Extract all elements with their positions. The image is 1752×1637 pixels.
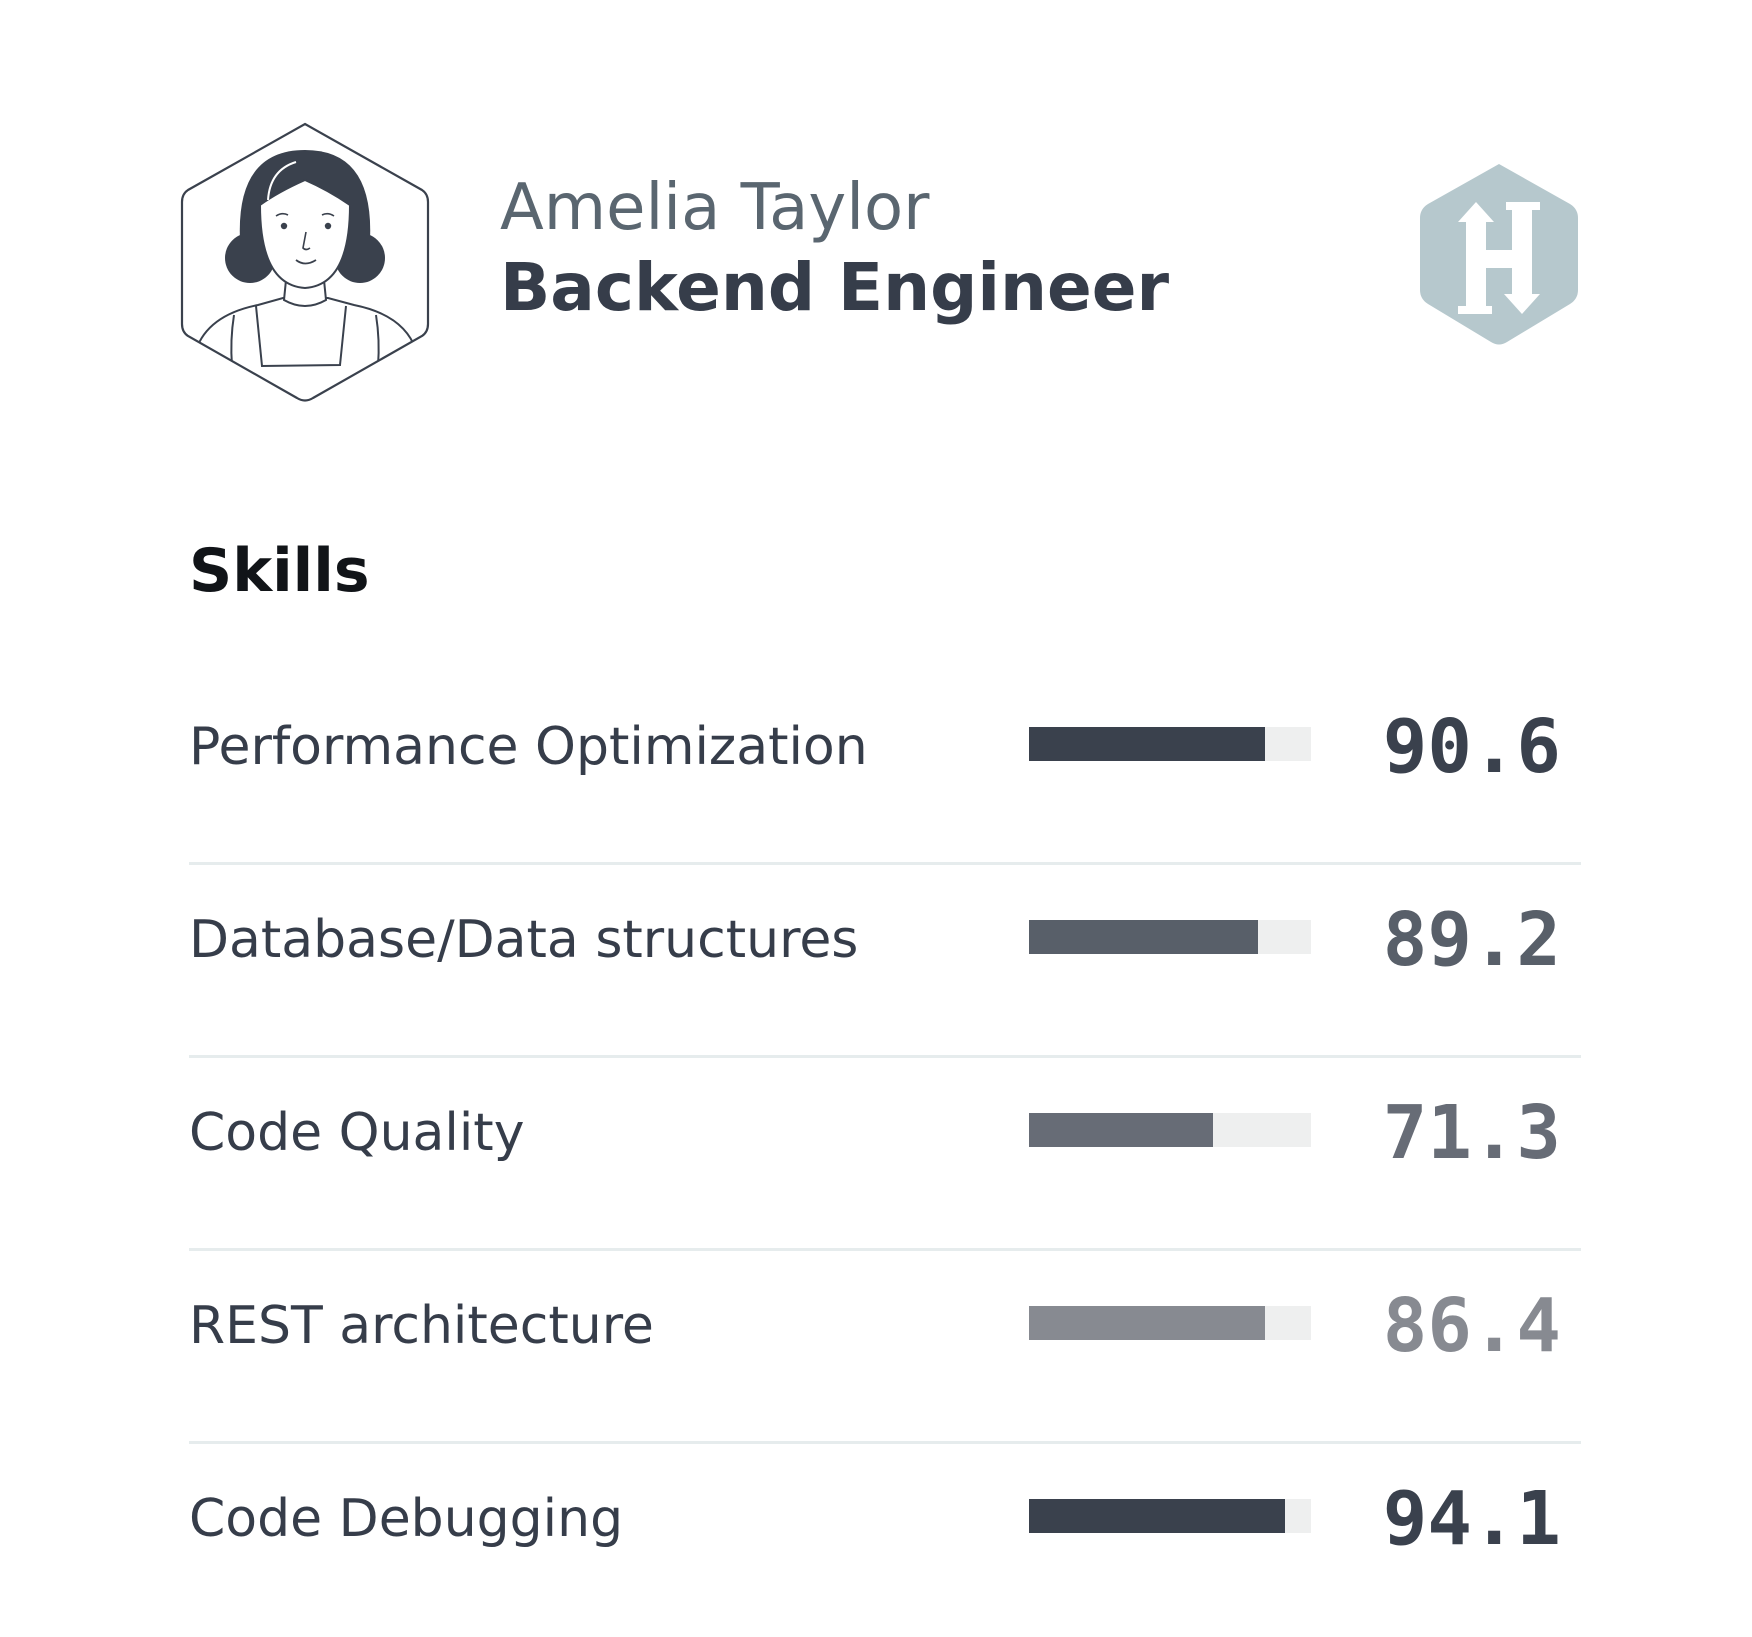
skill-name: Performance Optimization (189, 717, 868, 777)
profile-card: Amelia Taylor Backend Engineer Skills Pe… (180, 122, 1581, 1562)
skill-name: Code Debugging (189, 1489, 624, 1549)
profile-role: Backend Engineer (500, 249, 1170, 326)
skill-progress-fill (1029, 727, 1266, 761)
skill-progress-fill (1029, 1499, 1286, 1533)
skill-score: 71.3 (1382, 1090, 1561, 1176)
skill-progress-bar (1029, 920, 1311, 954)
skill-row: Database/Data structures 89.2 (189, 865, 1581, 1058)
skill-score: 90.6 (1382, 704, 1561, 790)
skill-score: 89.2 (1382, 897, 1561, 983)
skill-name: REST architecture (189, 1296, 654, 1356)
skill-progress-fill (1029, 1113, 1213, 1147)
skill-row: Performance Optimization 90.6 (189, 672, 1581, 865)
skill-score: 94.1 (1382, 1476, 1561, 1562)
skill-progress-fill (1029, 1306, 1266, 1340)
skill-progress-bar (1029, 1113, 1311, 1147)
skills-list: Performance Optimization 90.6 Database/Dat… (189, 672, 1581, 1637)
skill-row: Code Debugging 94.1 (189, 1444, 1581, 1637)
skill-progress-bar (1029, 1306, 1311, 1340)
skill-progress-bar (1029, 1499, 1311, 1533)
skill-row: REST architecture 86.4 (189, 1251, 1581, 1444)
hackerrank-logo-icon (1420, 164, 1578, 345)
skill-progress-bar (1029, 727, 1311, 761)
profile-identity: Amelia Taylor Backend Engineer (500, 168, 1169, 328)
skill-name: Database/Data structures (189, 910, 859, 970)
skill-row: Code Quality 71.3 (189, 1058, 1581, 1251)
woman-portrait-icon (180, 122, 430, 402)
profile-name: Amelia Taylor (500, 171, 930, 245)
skill-score: 86.4 (1382, 1283, 1561, 1369)
skill-name: Code Quality (189, 1103, 525, 1163)
skill-progress-fill (1029, 920, 1258, 954)
skills-heading: Skills (189, 536, 370, 606)
